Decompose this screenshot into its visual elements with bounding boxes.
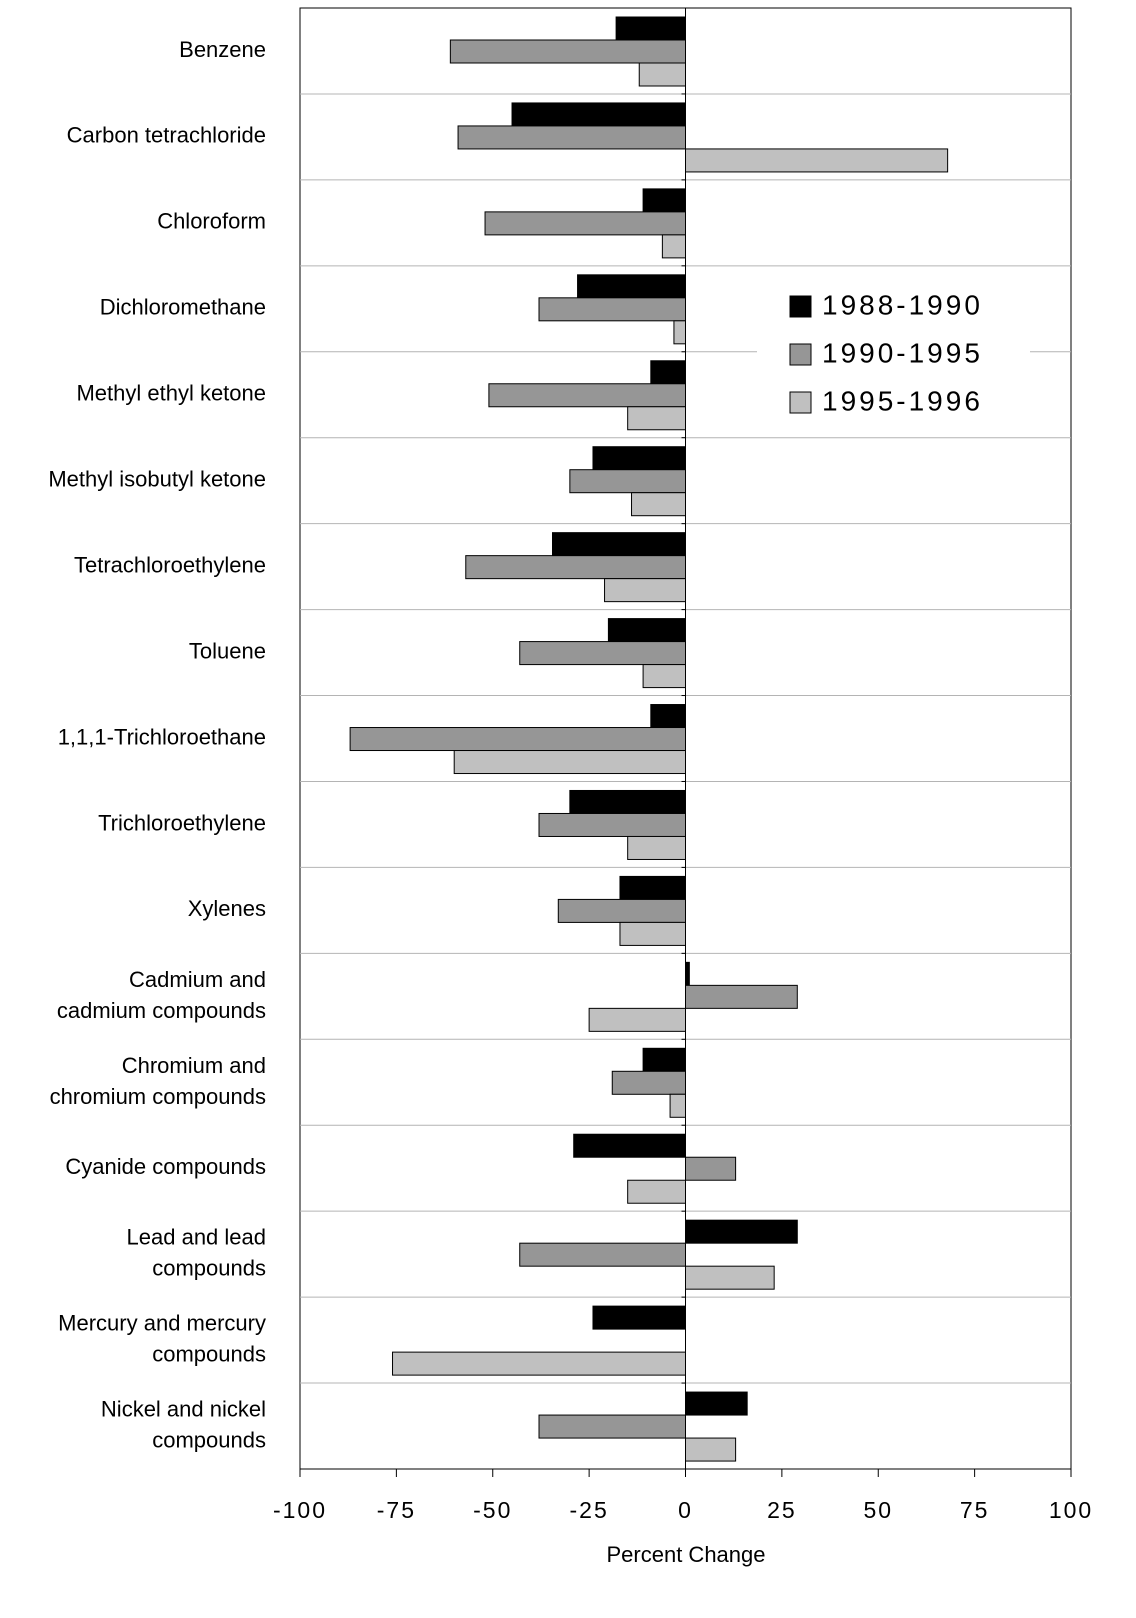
bar bbox=[592, 446, 686, 471]
category-label: Nickel and nickel compounds bbox=[101, 1396, 266, 1452]
x-tick-label: -100 bbox=[273, 1497, 327, 1523]
bar bbox=[569, 469, 686, 494]
bar bbox=[685, 1391, 748, 1416]
bar bbox=[465, 555, 687, 580]
bar bbox=[615, 16, 686, 41]
bar bbox=[349, 727, 686, 752]
bar bbox=[569, 789, 686, 814]
category-label: Toluene bbox=[189, 638, 266, 663]
bar bbox=[619, 875, 687, 900]
category-label: Trichloroethylene bbox=[98, 810, 266, 835]
bar bbox=[685, 1219, 798, 1244]
category-label: Lead and lead compounds bbox=[127, 1224, 266, 1280]
bar bbox=[519, 1242, 686, 1267]
bar bbox=[557, 898, 686, 923]
bar bbox=[588, 1007, 686, 1032]
bar bbox=[519, 641, 686, 666]
bar bbox=[642, 664, 686, 689]
x-tick-label: 100 bbox=[1049, 1497, 1093, 1523]
bar bbox=[650, 704, 686, 729]
category-label: Cyanide compounds bbox=[65, 1154, 266, 1179]
bar bbox=[627, 1179, 686, 1204]
bar bbox=[538, 1414, 687, 1439]
bar bbox=[673, 320, 686, 345]
category-label: Chloroform bbox=[157, 209, 266, 234]
category-label: Xylenes bbox=[188, 896, 266, 921]
legend-label: 1995-1996 bbox=[822, 385, 983, 416]
bar bbox=[592, 1305, 686, 1330]
bar bbox=[642, 188, 686, 213]
bar bbox=[685, 984, 798, 1009]
bar bbox=[669, 1093, 687, 1118]
bar bbox=[685, 1437, 737, 1462]
x-axis-label: Percent Change bbox=[607, 1542, 766, 1567]
bar bbox=[642, 1047, 686, 1072]
legend-swatch bbox=[789, 391, 812, 414]
category-label: Tetrachloroethylene bbox=[74, 552, 266, 577]
bar bbox=[538, 297, 687, 322]
bar bbox=[685, 1156, 737, 1181]
bar bbox=[631, 492, 687, 517]
bar bbox=[552, 532, 686, 557]
category-label: Benzene bbox=[179, 37, 266, 62]
bar bbox=[619, 921, 687, 946]
bar bbox=[607, 618, 687, 643]
bar bbox=[661, 234, 686, 259]
bar bbox=[457, 125, 686, 150]
category-label: Methyl isobutyl ketone bbox=[48, 466, 266, 491]
bar bbox=[453, 750, 687, 775]
bar bbox=[685, 961, 690, 986]
bar bbox=[488, 383, 686, 408]
bar bbox=[685, 1265, 775, 1290]
category-label: Chromium and chromium compounds bbox=[50, 1053, 266, 1109]
bar bbox=[604, 578, 686, 603]
legend-swatch bbox=[789, 295, 812, 318]
x-tick-label: -50 bbox=[473, 1497, 512, 1523]
category-label: Dichloromethane bbox=[100, 295, 266, 320]
x-tick-label: -75 bbox=[377, 1497, 416, 1523]
bar bbox=[449, 39, 686, 64]
category-label: Carbon tetrachloride bbox=[67, 123, 266, 148]
legend-label: 1990-1995 bbox=[822, 337, 983, 368]
bar bbox=[538, 812, 687, 837]
bar bbox=[650, 360, 686, 385]
bar bbox=[638, 62, 686, 87]
x-tick-label: 75 bbox=[960, 1497, 990, 1523]
bar bbox=[511, 102, 687, 127]
category-label: Mercury and mercury compounds bbox=[58, 1310, 266, 1366]
bar bbox=[685, 148, 949, 173]
x-tick-label: 0 bbox=[678, 1497, 693, 1523]
legend-label: 1988-1990 bbox=[822, 289, 983, 320]
bar bbox=[611, 1070, 687, 1095]
x-tick-label: 25 bbox=[767, 1497, 797, 1523]
category-label: Cadmium and cadmium compounds bbox=[57, 967, 266, 1023]
category-label: Methyl ethyl ketone bbox=[76, 381, 266, 406]
bar bbox=[573, 1133, 687, 1158]
x-tick-label: -25 bbox=[570, 1497, 609, 1523]
bar bbox=[484, 211, 687, 236]
bar bbox=[627, 406, 686, 431]
x-tick-label: 50 bbox=[863, 1497, 893, 1523]
bar bbox=[627, 835, 686, 860]
bar bbox=[392, 1351, 686, 1376]
category-label: 1,1,1-Trichloroethane bbox=[58, 724, 266, 749]
bar bbox=[577, 274, 686, 299]
legend-swatch bbox=[789, 343, 812, 366]
